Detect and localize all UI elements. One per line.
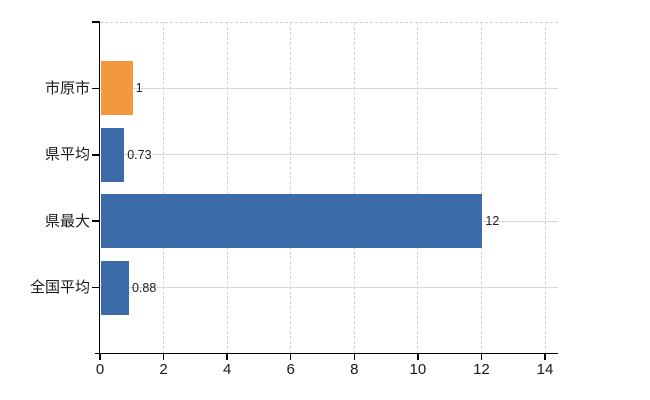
bar-2[interactable] (101, 194, 483, 249)
x-axis-tick-label: 2 (159, 361, 168, 378)
bar-1[interactable] (101, 127, 125, 182)
grid-line-vertical (163, 22, 165, 354)
x-axis-tick-label: 14 (536, 361, 554, 378)
bar-value-label: 0.88 (131, 280, 157, 295)
grid-line-vertical (417, 22, 419, 354)
grid-line-horizontal (100, 87, 558, 89)
x-axis-tick-label: 8 (350, 361, 359, 378)
x-axis-tick (544, 354, 546, 360)
y-axis-tick (92, 154, 100, 156)
bar-3[interactable] (101, 260, 129, 315)
x-axis-tick-label: 0 (95, 361, 105, 378)
bar-value-label: 0.73 (127, 147, 152, 162)
grid-line-horizontal (100, 154, 558, 156)
x-axis-tick (99, 354, 101, 360)
x-axis-tick (226, 354, 228, 360)
x-axis-tick (417, 354, 419, 360)
category-label: 県最大 (44, 212, 90, 230)
bar-value-label: 1 (135, 81, 143, 96)
x-axis-tick-label: 6 (286, 361, 295, 378)
x-axis-tick (289, 354, 292, 360)
category-label: 全国平均 (29, 279, 90, 297)
plot-top-border (100, 21, 558, 23)
y-axis-tick (92, 286, 100, 289)
grid-line-vertical (353, 22, 355, 354)
grid-line-vertical (480, 22, 482, 354)
category-label: 県平均 (44, 146, 90, 164)
grid-line-vertical (226, 22, 228, 354)
plot-right-border (544, 22, 546, 354)
x-axis-tick-label: 12 (473, 361, 490, 378)
bar-0[interactable] (101, 61, 133, 116)
x-axis-tick (353, 354, 356, 360)
y-axis-tick (92, 21, 100, 23)
y-axis-line (98, 21, 100, 356)
x-axis-tick (162, 354, 165, 360)
category-label: 市原市 (44, 79, 90, 97)
x-axis-line (95, 352, 558, 355)
bar-value-label: 12 (485, 214, 500, 229)
x-axis-tick-label: 10 (409, 361, 427, 378)
grid-line-horizontal (100, 287, 558, 289)
x-axis-tick-label: 4 (222, 361, 232, 378)
y-axis-tick (92, 220, 100, 222)
x-axis-tick (480, 354, 483, 360)
grid-line-vertical (290, 22, 292, 354)
y-axis-tick (92, 87, 100, 90)
